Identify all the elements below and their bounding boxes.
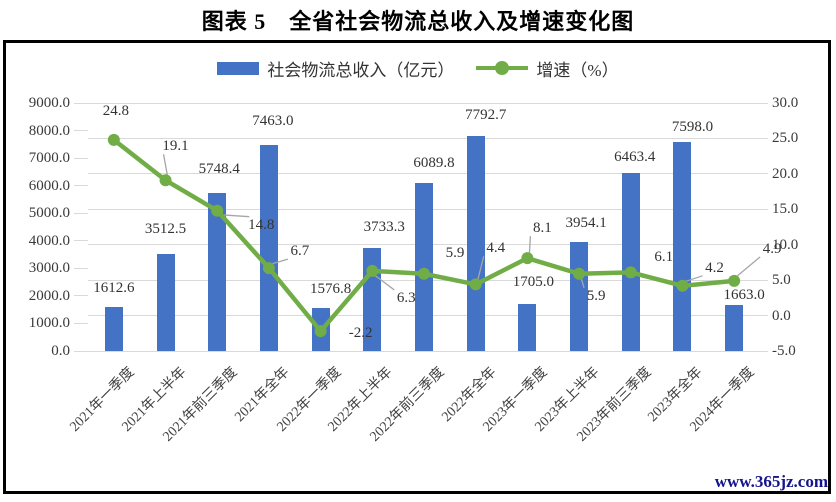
y-axis-right-label: 30.0 bbox=[772, 95, 799, 111]
y-axis-left-label: 5000.0 bbox=[28, 205, 70, 222]
line-value-label: 14.8 bbox=[248, 216, 275, 233]
y-axis-left-label: 9000.0 bbox=[28, 95, 70, 111]
bar bbox=[156, 254, 175, 351]
legend-bar-swatch bbox=[217, 61, 260, 75]
y-axis-left-tick bbox=[74, 130, 88, 132]
line-marker bbox=[107, 133, 120, 146]
y-axis-left-tick bbox=[74, 157, 88, 159]
line-value-label: 6.1 bbox=[654, 249, 674, 266]
line-value-label: 8.1 bbox=[533, 220, 552, 237]
bar bbox=[518, 304, 537, 351]
y-axis-left-label: 4000.0 bbox=[28, 232, 70, 249]
y-axis-right-label: 20.0 bbox=[772, 165, 799, 182]
y-axis-right-label: 0.0 bbox=[772, 307, 791, 324]
watermark: www.365jz.com bbox=[714, 472, 828, 491]
bar bbox=[208, 192, 227, 351]
bar-value-label: 5748.4 bbox=[198, 160, 240, 177]
y-axis-left-tick bbox=[74, 185, 88, 187]
bar-value-label: 1705.0 bbox=[512, 274, 554, 291]
line-marker bbox=[521, 252, 534, 265]
label-leader-line bbox=[735, 256, 761, 278]
y-axis-left-tick bbox=[74, 267, 88, 269]
bar-value-label: 1663.0 bbox=[723, 287, 765, 304]
y-axis-right-label: 10.0 bbox=[772, 236, 799, 253]
gridline bbox=[88, 102, 768, 104]
y-axis-left-tick bbox=[74, 212, 88, 214]
line-value-label: 4.9 bbox=[762, 240, 782, 257]
bar-value-label: 6089.8 bbox=[413, 155, 455, 172]
bar-value-label: 1612.6 bbox=[93, 279, 135, 296]
bar-value-label: 7463.0 bbox=[252, 113, 294, 130]
y-axis-left-label: 8000.0 bbox=[28, 122, 70, 139]
line-value-label: -2.2 bbox=[348, 325, 373, 342]
bar-value-label: 1576.8 bbox=[309, 280, 352, 297]
line-value-label: 4.4 bbox=[486, 240, 506, 257]
y-axis-left-label: 6000.0 bbox=[28, 177, 70, 194]
bar bbox=[415, 183, 433, 351]
bar bbox=[673, 141, 692, 351]
line-value-label: 19.1 bbox=[162, 138, 189, 155]
line-value-label: 24.8 bbox=[102, 102, 129, 119]
chart-title: 图表 5 全省社会物流总收入及增速变化图 bbox=[201, 9, 635, 34]
y-axis-right-label: -5.0 bbox=[772, 343, 796, 359]
bar bbox=[311, 307, 330, 351]
legend-bar-label: 社会物流总收入（亿元） bbox=[267, 60, 455, 80]
y-axis-right-label: 5.0 bbox=[772, 272, 791, 289]
bar-value-label: 3512.5 bbox=[144, 221, 187, 238]
bar-value-label: 7792.7 bbox=[465, 107, 507, 124]
line-marker bbox=[159, 174, 172, 187]
legend-line-marker bbox=[476, 59, 529, 77]
legend-line-dot-icon bbox=[495, 61, 510, 75]
y-axis-left-label: 7000.0 bbox=[28, 150, 70, 167]
y-axis-left-label: 3000.0 bbox=[28, 260, 70, 277]
bar-value-label: 3733.3 bbox=[363, 219, 405, 236]
bar bbox=[104, 306, 123, 351]
y-axis-left-tick bbox=[74, 322, 88, 324]
legend-line-label: 增速（%） bbox=[536, 60, 619, 80]
y-axis-right-label: 25.0 bbox=[772, 130, 799, 147]
y-axis-left-label: 2000.0 bbox=[28, 287, 70, 304]
bar bbox=[621, 172, 640, 351]
y-axis-left-tick bbox=[74, 350, 88, 352]
y-axis-left-tick bbox=[74, 240, 88, 242]
gridline bbox=[88, 350, 768, 352]
line-value-label: 5.9 bbox=[445, 244, 465, 261]
bar-value-label: 7598.0 bbox=[671, 118, 714, 135]
line-value-label: 6.7 bbox=[290, 243, 310, 260]
bar-value-label: 6463.4 bbox=[614, 148, 656, 165]
bar bbox=[725, 305, 744, 351]
y-axis-left-label: 0.0 bbox=[51, 343, 70, 359]
y-axis-left-tick bbox=[74, 102, 88, 104]
y-axis-left-tick bbox=[74, 295, 88, 297]
line-value-label: 4.2 bbox=[705, 259, 724, 276]
legend: 社会物流总收入（亿元） 增速（%） bbox=[0, 55, 836, 81]
y-axis-left-label: 1000.0 bbox=[28, 315, 70, 332]
line-value-label: 5.9 bbox=[586, 287, 606, 304]
y-axis-right-label: 15.0 bbox=[772, 201, 799, 218]
line-value-label: 6.3 bbox=[396, 289, 416, 306]
